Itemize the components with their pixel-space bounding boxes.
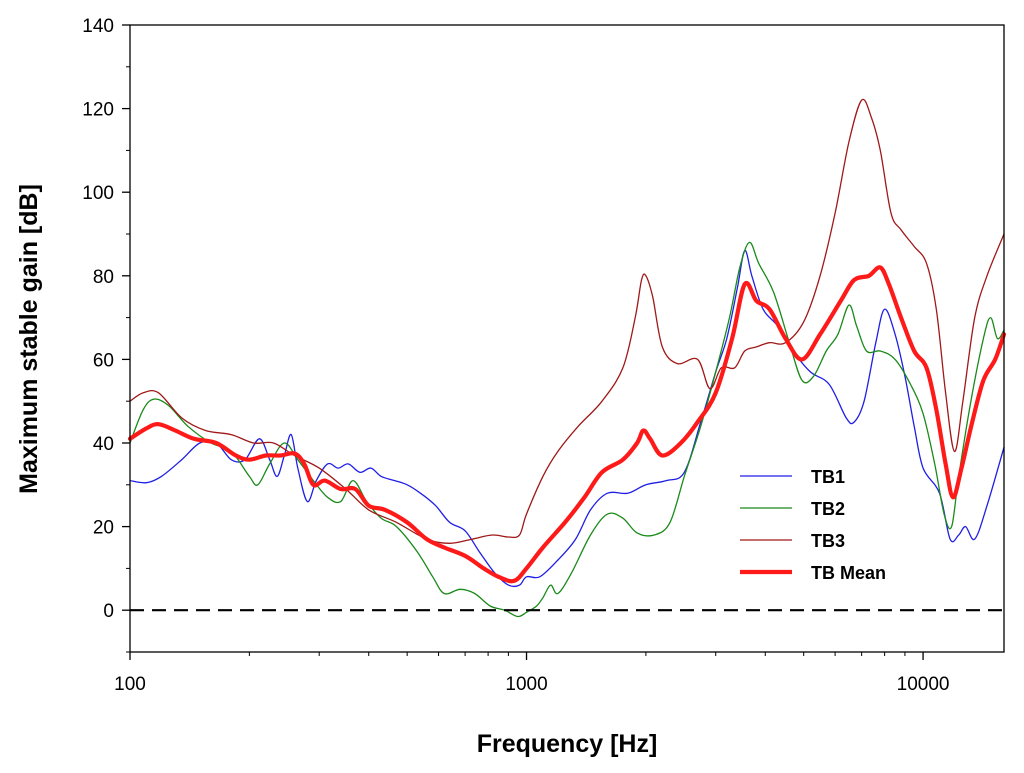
x-tick-label: 100 [114,674,146,695]
x-axis-title: Frequency [Hz] [477,730,658,758]
series-line-tb3 [129,98,1005,544]
y-tick-label: 20 [93,518,114,539]
series-layer [127,98,1007,618]
legend-label-tb-mean: TB Mean [811,563,886,583]
legend-label-tb2: TB2 [811,499,845,519]
legend: TB1 TB2 TB3 TB Mean [740,467,886,583]
legend-label-tb3: TB3 [811,531,845,551]
y-tick-label: 0 [103,601,114,622]
y-tick-label: 60 [93,350,114,371]
y-tick-label: 120 [82,100,114,121]
axes-layer: 0 20 40 60 80 100 120 140 100 1000 10000 [82,16,1005,695]
y-tick-label: 40 [93,434,114,455]
series-line-tb2 [129,241,1005,618]
plot-frame [129,24,1005,653]
y-axis-title: Maximum stable gain [dB] [15,184,43,494]
x-tick-label: 10000 [897,674,950,695]
series-line-tb-mean [127,265,1007,584]
series-line-tb1 [129,250,1005,588]
legend-label-tb1: TB1 [811,467,845,487]
y-tick-label: 80 [93,267,114,288]
x-tick-label: 1000 [505,674,547,695]
y-tick-label: 140 [82,16,114,37]
y-tick-label: 100 [82,183,114,204]
